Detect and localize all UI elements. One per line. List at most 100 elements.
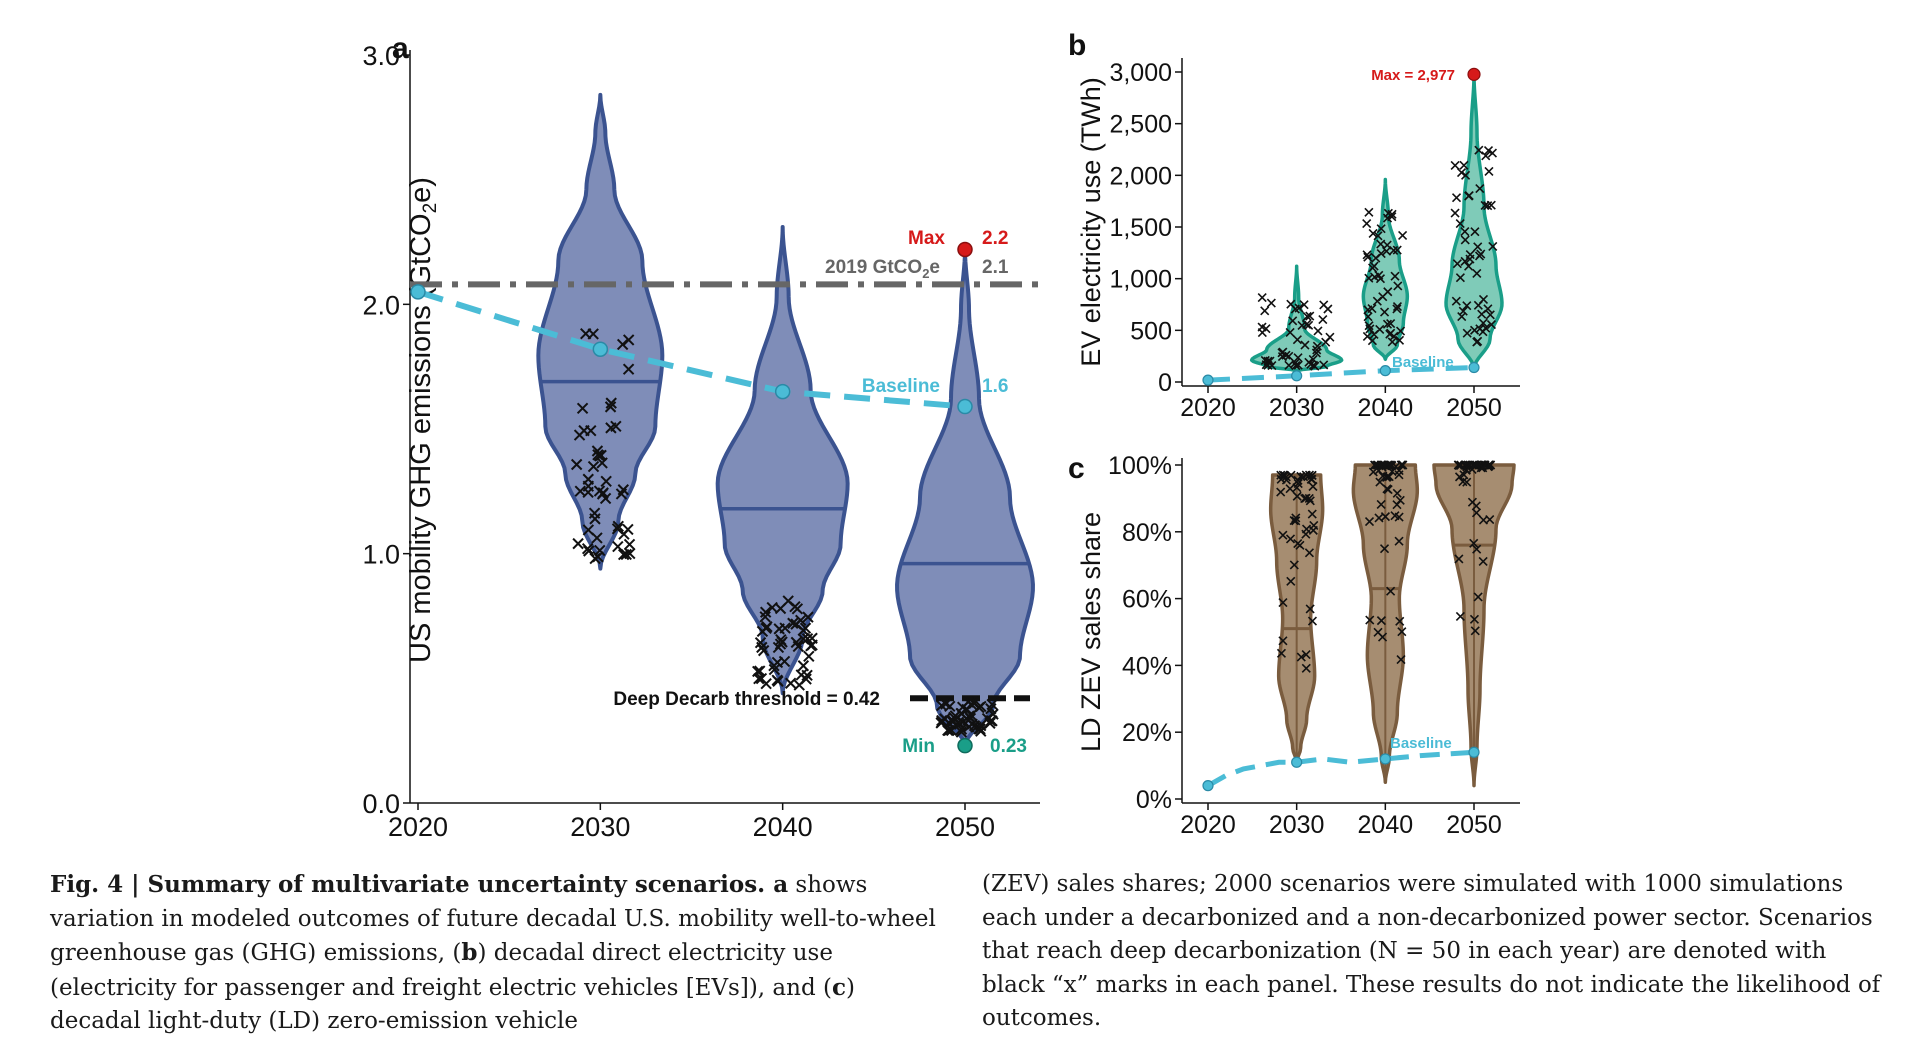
decarb-x-mark-b <box>1460 170 1471 180</box>
y-tick-label-b: 500 <box>1130 317 1172 345</box>
violin-b-2030 <box>1249 264 1344 373</box>
decarb-x-mark-a <box>593 485 606 497</box>
decarb-x-mark-c <box>1471 460 1482 470</box>
decarb-x-mark-c <box>1286 576 1296 586</box>
decarb-x-mark-a <box>771 656 784 669</box>
decarb-x-mark-c <box>1304 470 1315 480</box>
decarb-x-mark-a <box>589 552 601 565</box>
caption-segment: shows variation in modeled outcomes of f… <box>50 872 936 966</box>
decarb-x-mark-b <box>1364 321 1374 331</box>
decarb-x-mark-c <box>1278 636 1288 646</box>
decarb-x-mark-a <box>622 363 635 375</box>
decarb-x-mark-b <box>1458 306 1468 316</box>
decarb-x-mark-b <box>1305 311 1315 321</box>
caption-segment: b <box>461 939 478 966</box>
baseline-line-a <box>417 289 966 410</box>
decarb-x-mark-b <box>1485 310 1495 320</box>
baseline-point-c <box>1291 756 1303 768</box>
decarb-x-mark-a <box>623 538 636 551</box>
panel-label-b: b <box>1068 29 1086 62</box>
decarb-x-mark-c <box>1386 586 1396 596</box>
decarb-x-mark-c <box>1382 484 1392 494</box>
decarb-x-mark-b <box>1455 273 1465 283</box>
decarb-x-mark-a <box>939 713 951 725</box>
decarb-x-mark-b <box>1266 298 1276 308</box>
decarb-x-mark-b <box>1375 274 1386 284</box>
y-tick-label-b: 1,500 <box>1109 214 1172 242</box>
violin-b-2050 <box>1444 72 1504 371</box>
decarb-x-mark-b <box>1368 228 1378 239</box>
decarb-x-mark-c <box>1469 614 1480 624</box>
decarb-x-mark-a <box>617 484 630 496</box>
decarb-x-mark-a <box>587 460 600 473</box>
y-tick-label-a: 0.0 <box>362 789 400 819</box>
decarb-x-mark-b <box>1457 311 1467 322</box>
x-tick-label-b: 2050 <box>1446 394 1502 422</box>
decarb-x-mark-a <box>756 641 768 654</box>
violin-a-2040 <box>715 225 850 696</box>
panel-label-a: a <box>392 32 409 65</box>
baseline-point-a <box>410 284 426 300</box>
decarb-x-mark-c <box>1394 512 1404 522</box>
decarb-x-mark-b <box>1312 345 1322 355</box>
decarb-x-mark-a <box>773 623 785 635</box>
decarb-x-mark-b <box>1472 337 1482 347</box>
reference-2019-value: 2.1 <box>982 257 1009 278</box>
decarb-x-mark-b <box>1368 263 1378 273</box>
decarb-x-mark-c <box>1276 648 1287 658</box>
decarb-x-mark-a <box>587 328 599 340</box>
decarb-x-mark-b <box>1382 319 1393 329</box>
decarb-x-mark-a <box>752 665 764 678</box>
decarb-x-mark-a <box>794 614 807 627</box>
decarb-x-mark-b <box>1285 327 1295 337</box>
x-tick-label-c: 2050 <box>1446 811 1502 839</box>
x-tick-label-c: 2040 <box>1358 811 1414 839</box>
decarb-x-mark-c <box>1398 460 1408 470</box>
max-label-a: Max <box>908 228 945 249</box>
decarb-x-mark-b <box>1387 209 1397 219</box>
baseline-point-c <box>1379 753 1391 765</box>
decarb-x-mark-c <box>1278 598 1288 608</box>
decarb-x-mark-a <box>797 660 810 672</box>
decarb-x-mark-b <box>1302 311 1312 322</box>
decarb-x-mark-a <box>981 712 994 725</box>
decarb-x-mark-a <box>967 696 980 708</box>
decarb-x-mark-a <box>622 523 634 536</box>
decarb-x-mark-a <box>955 707 967 720</box>
baseline-value-a: 1.6 <box>982 376 1008 397</box>
decarb-x-mark-b <box>1373 231 1383 241</box>
x-tick-label-b: 2020 <box>1180 394 1236 422</box>
decarb-x-mark-b <box>1486 319 1497 330</box>
decarb-x-mark-a <box>791 603 804 615</box>
decarb-x-mark-a <box>585 424 597 437</box>
caption-segment: c <box>831 973 846 1001</box>
panel-label-c: c <box>1068 452 1085 485</box>
decarb-x-mark-b <box>1459 160 1469 170</box>
decarb-x-mark-b <box>1365 324 1375 334</box>
decarb-x-mark-b <box>1487 148 1498 158</box>
decarb-x-mark-c <box>1394 536 1404 546</box>
decarb-x-mark-c <box>1308 525 1318 535</box>
x-tick-label-c: 2030 <box>1269 811 1325 839</box>
decarb-x-mark-b <box>1300 340 1310 350</box>
decarb-x-mark-c <box>1308 481 1318 492</box>
decarb-x-mark-a <box>582 480 595 492</box>
decarb-x-mark-b <box>1392 245 1402 255</box>
decarb-x-mark-b <box>1386 319 1396 329</box>
panel-c: c 0% 20% 40% 60% 80% 100% 2020 2030 2040 2050 LD ZE… <box>1068 452 1520 839</box>
y-tick-label-b: 1,000 <box>1109 266 1172 294</box>
panel-a: a 0.0 1.0 2.0 3.0 2020 2030 2040 2050 US mobility… <box>362 32 1040 842</box>
decarb-x-mark-a <box>782 595 794 607</box>
decarb-x-mark-b <box>1486 200 1496 210</box>
x-tick-label-a: 2020 <box>388 812 448 842</box>
decarb-x-mark-a <box>784 677 797 689</box>
baseline-point-b <box>1202 374 1214 386</box>
decarb-x-mark-a <box>935 699 948 712</box>
y-tick-label-c: 100% <box>1108 452 1172 480</box>
decarb-x-mark-b <box>1465 250 1475 260</box>
decarb-x-mark-a <box>973 723 985 735</box>
decarb-x-mark-c <box>1461 465 1471 475</box>
decarb-x-mark-b <box>1369 329 1379 339</box>
decarb-x-mark-c <box>1292 491 1302 501</box>
decarb-x-mark-c <box>1454 554 1464 564</box>
